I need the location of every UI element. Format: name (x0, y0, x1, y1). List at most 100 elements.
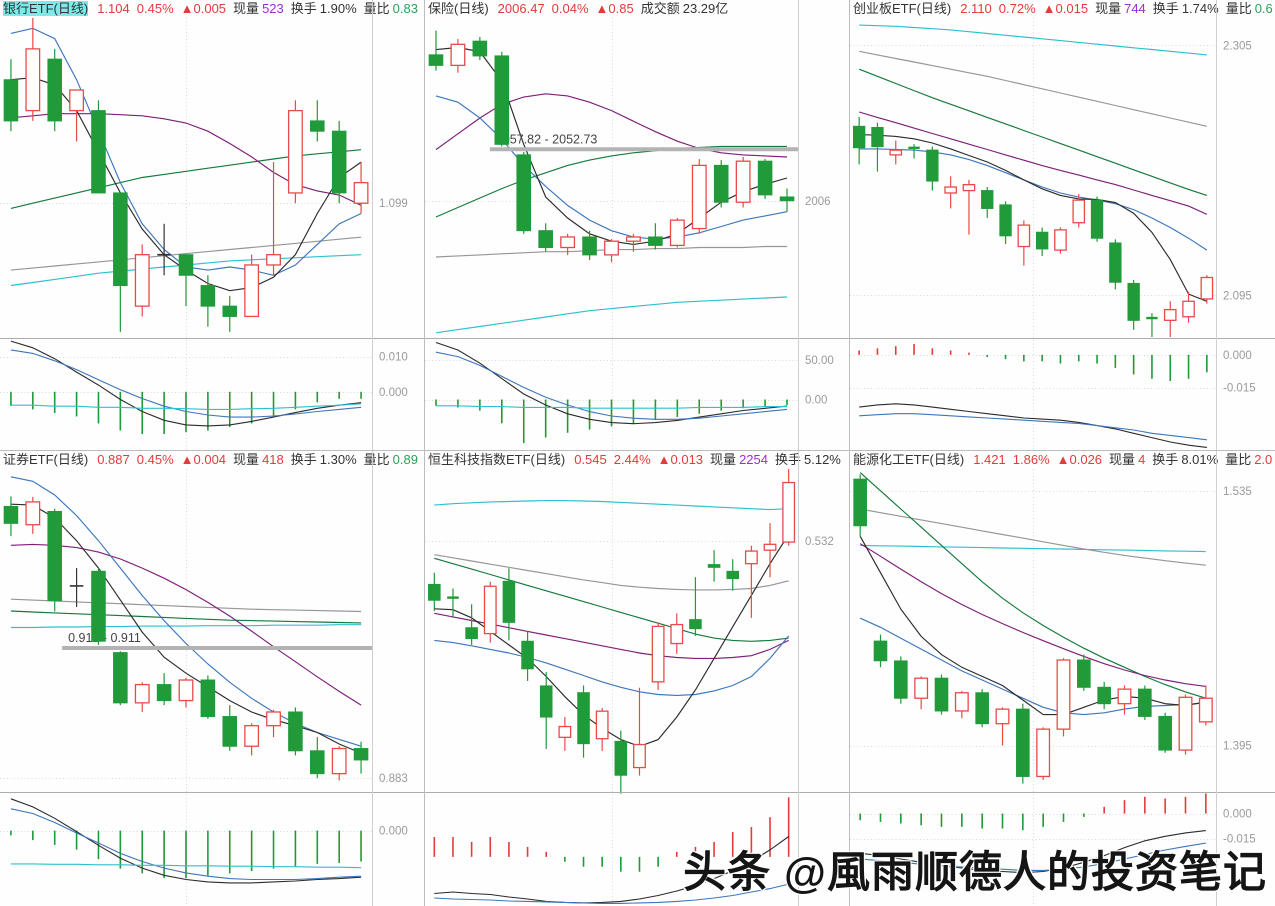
svg-text:50.00: 50.00 (805, 355, 834, 367)
chart-panel-hstech-etf[interactable]: 恒生科技指数ETF(日线) 0.545 2.44% ▲0.013 现量 2254 换手 5.1… (424, 450, 850, 906)
chart-panel-insurance[interactable]: 保险(日线) 2006.47 0.04% ▲0.85 成交额 23.29亿 2057.82… (424, 0, 850, 450)
chart-panel-bank-etf[interactable]: 银行ETF(日线) 1.104 0.45% ▲0.005 现量 523 换手 1.90% 量比 0… (0, 0, 424, 450)
chart-header: 证券ETF(日线) 0.887 0.45% ▲0.004 现量 418 换手 1.30% 量比 0… (3, 452, 422, 469)
indicator-lines (434, 836, 790, 904)
up-candle (954, 690, 969, 719)
down-candle (757, 159, 773, 200)
down-candle (465, 604, 478, 645)
moving-average-lines (434, 500, 790, 748)
last-price: 2006.47 (497, 1, 545, 16)
svg-text:0.00: 0.00 (805, 395, 827, 407)
candlestick-chart[interactable]: 1.099 0.010 0.000 (0, 0, 424, 450)
doji-candle (69, 568, 84, 607)
field-value: 523 (262, 1, 284, 16)
up-candle (266, 162, 281, 276)
chart-header: 恒生科技指数ETF(日线) 0.545 2.44% ▲0.013 现量 2254 换手 5.1… (428, 452, 847, 469)
down-candle (577, 685, 590, 758)
indicator-bars (433, 797, 790, 872)
moving-average-lines (10, 476, 362, 754)
down-candle (222, 705, 238, 751)
field-value: 23.29亿 (682, 1, 729, 16)
down-candle (689, 577, 702, 636)
up-candle (691, 159, 707, 234)
down-candle (614, 730, 628, 794)
chart-panel-chinext-etf[interactable]: 创业板ETF(日线) 2.110 0.72% ▲0.015 现量 744 换手 1.74% 量比… (849, 0, 1275, 450)
chart-header: 保险(日线) 2006.47 0.04% ▲0.85 成交额 23.29亿 (428, 1, 847, 18)
field-value: 0.83 (392, 1, 418, 16)
up-candle (560, 233, 576, 255)
field-label: 换手 (1152, 452, 1179, 467)
up-candle (1072, 194, 1086, 228)
indicator-bars (435, 399, 788, 444)
down-candle (1016, 703, 1030, 784)
svg-text:0.010: 0.010 (379, 352, 408, 364)
instrument-name: 能源化工ETF(日线) (853, 452, 965, 467)
moving-average-lines (435, 46, 788, 334)
candlestick-chart[interactable]: 1.535 1.395 0.000 -0.015 (850, 451, 1275, 906)
svg-text:0.000: 0.000 (1223, 350, 1252, 362)
field-label: 现量 (710, 452, 737, 467)
price-axis-labels: 1.099 0.010 0.000 (379, 198, 408, 399)
gap-annotation: 0.912 - 0.911 (62, 631, 372, 651)
up-candle (633, 687, 646, 776)
down-candle (47, 508, 62, 612)
up-candle (1198, 685, 1213, 726)
candlestick-chart[interactable]: 0.912 - 0.911 0.883 0.000 (0, 451, 424, 906)
down-candle (113, 651, 128, 706)
last-price: 1.104 (97, 1, 130, 16)
indicator-lines (860, 830, 1206, 874)
indicator-lines (10, 798, 362, 884)
up-candle (944, 176, 957, 209)
field-value: 2254 (739, 452, 768, 467)
down-candle (713, 160, 729, 208)
down-candle (539, 671, 553, 750)
up-candle (625, 233, 641, 252)
down-candle (908, 144, 920, 159)
down-candle (853, 474, 867, 537)
svg-text:0.000: 0.000 (379, 826, 408, 838)
field-label: 现量 (233, 452, 260, 467)
last-price: 2.110 (960, 1, 992, 16)
candles-group (853, 474, 1213, 784)
svg-text:2057.82 - 2052.73: 2057.82 - 2052.73 (496, 132, 598, 146)
field-label: 成交额 (640, 1, 680, 16)
down-candle (707, 550, 721, 582)
down-candle (1138, 685, 1152, 721)
indicator-lines (10, 340, 362, 427)
up-candle (25, 496, 41, 534)
change-percent: 0.45% (136, 452, 174, 467)
doji-candle (157, 223, 171, 276)
watermark: 头条 @風雨顺德人的投资笔记 (683, 849, 1267, 897)
indicator-bars (859, 793, 1207, 831)
field-value: 5.12% (804, 452, 841, 467)
candles-group (852, 116, 1214, 337)
down-candle (521, 631, 534, 681)
svg-text:1.535: 1.535 (1223, 486, 1252, 498)
up-candle (1054, 227, 1067, 254)
down-candle (894, 656, 908, 704)
down-candle (331, 120, 347, 204)
down-candle (1097, 681, 1111, 710)
field-label: 换手 (774, 452, 801, 467)
grid-lines (425, 469, 798, 906)
svg-text:0.000: 0.000 (1223, 809, 1252, 821)
down-candle (1077, 654, 1091, 691)
instrument-name: 证券ETF(日线) (3, 452, 89, 467)
down-candle (981, 187, 994, 218)
up-candle (744, 545, 758, 618)
candlestick-chart[interactable]: 2057.82 - 2052.73 2006 50.00 0.00 (425, 0, 850, 450)
candlestick-chart[interactable]: 2.305 2.095 0.000 -0.015 (850, 0, 1275, 450)
candlestick-chart[interactable]: 0.532 (425, 451, 850, 906)
down-candle (502, 568, 516, 641)
up-candle (483, 581, 497, 643)
field-label: 换手 (1152, 1, 1179, 16)
chart-panel-securities-etf[interactable]: 证券ETF(日线) 0.887 0.45% ▲0.004 现量 418 换手 1.30% 量比 0… (0, 450, 424, 906)
chart-header: 银行ETF(日线) 1.104 0.45% ▲0.005 现量 523 换手 1.90% 量比 0… (3, 1, 422, 18)
chart-panel-energy-chem-etf[interactable]: 能源化工ETF(日线) 1.421 1.86% ▲0.026 现量 4 换手 8.01% 量比 2… (849, 450, 1275, 906)
up-candle (1182, 291, 1195, 323)
down-candle (310, 737, 325, 779)
up-candle (669, 218, 685, 248)
down-candle (200, 675, 216, 719)
last-price: 0.545 (574, 452, 607, 467)
